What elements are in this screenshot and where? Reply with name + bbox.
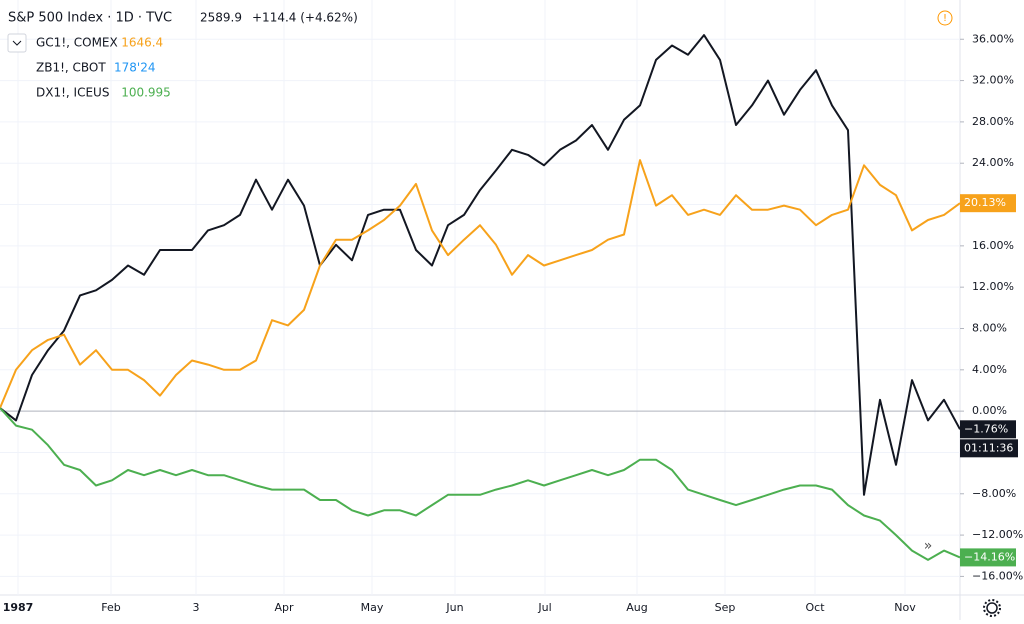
y-tick-label: 36.00% [972, 32, 1014, 45]
settings-icon[interactable] [983, 599, 1001, 617]
series-line [0, 159, 961, 409]
y-tick-label: −12.00% [972, 528, 1023, 541]
countdown-tag [960, 439, 1018, 458]
y-tick-label: 4.00% [972, 363, 1007, 376]
last-value-label: 20.13% [964, 196, 1006, 209]
svg-text:!: ! [943, 13, 947, 24]
price: 2589.9 [200, 11, 242, 25]
last-value-label: −14.16% [964, 550, 1015, 563]
legend-name: DX1!, ICEUS [36, 86, 109, 100]
x-tick-label: Nov [894, 601, 916, 614]
scroll-button[interactable]: » [924, 538, 933, 554]
y-tick-label: 32.00% [972, 74, 1014, 87]
y-tick-label: 0.00% [972, 404, 1007, 417]
countdown: 01:11:36 [964, 441, 1013, 454]
last-value-tag [960, 420, 1016, 439]
warning-icon[interactable]: ! [937, 10, 953, 26]
x-tick-label: 1987 [3, 601, 34, 614]
legend-price: 1646.4 [121, 36, 163, 50]
y-tick-label: 24.00% [972, 156, 1014, 169]
x-tick-label: Apr [274, 601, 294, 614]
y-tick-label: 8.00% [972, 321, 1007, 334]
collapse-button[interactable] [7, 33, 27, 53]
legend-price: 178'24 [114, 61, 155, 75]
last-value-tag [960, 548, 1016, 567]
series-line [0, 407, 961, 561]
x-tick-label: May [361, 601, 384, 614]
y-tick-label: −8.00% [972, 487, 1016, 500]
x-tick-label: Jul [537, 601, 551, 614]
chart-title: S&P 500 Index · 1D · TVC [8, 11, 172, 26]
x-tick-label: Oct [805, 601, 825, 614]
x-tick-label: Jun [445, 601, 463, 614]
legend-price: 100.995 [121, 86, 171, 100]
y-tick-label: −16.00% [972, 569, 1023, 582]
x-tick-label: Aug [626, 601, 647, 614]
y-tick-label: 28.00% [972, 115, 1014, 128]
change: +114.4 (+4.62%) [252, 11, 358, 25]
x-tick-label: 3 [193, 601, 200, 614]
svg-text:»: » [924, 538, 933, 554]
x-tick-label: Feb [101, 601, 120, 614]
legend-name: ZB1!, CBOT [36, 61, 106, 75]
last-value-tag [960, 194, 1016, 213]
last-value-label: −1.76% [964, 422, 1008, 435]
legend-name: GC1!, COMEX [36, 36, 118, 50]
x-tick-label: Sep [715, 601, 736, 614]
y-tick-label: 16.00% [972, 239, 1014, 252]
y-tick-label: 12.00% [972, 280, 1014, 293]
series-line [0, 34, 961, 496]
